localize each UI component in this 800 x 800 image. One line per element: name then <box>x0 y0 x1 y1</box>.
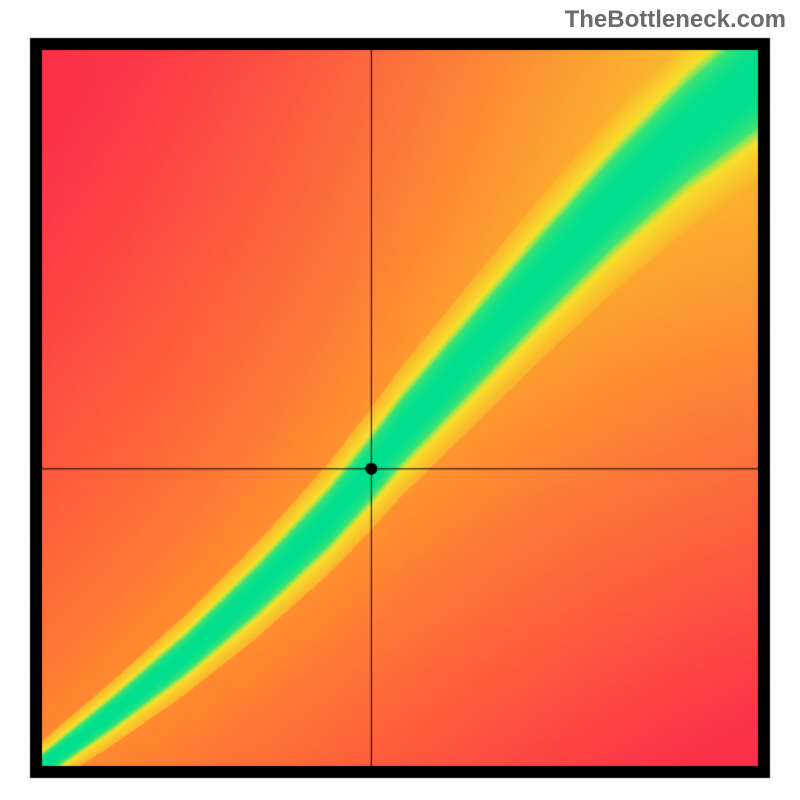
bottleneck-heatmap <box>0 0 800 800</box>
watermark-text: TheBottleneck.com <box>565 6 786 34</box>
